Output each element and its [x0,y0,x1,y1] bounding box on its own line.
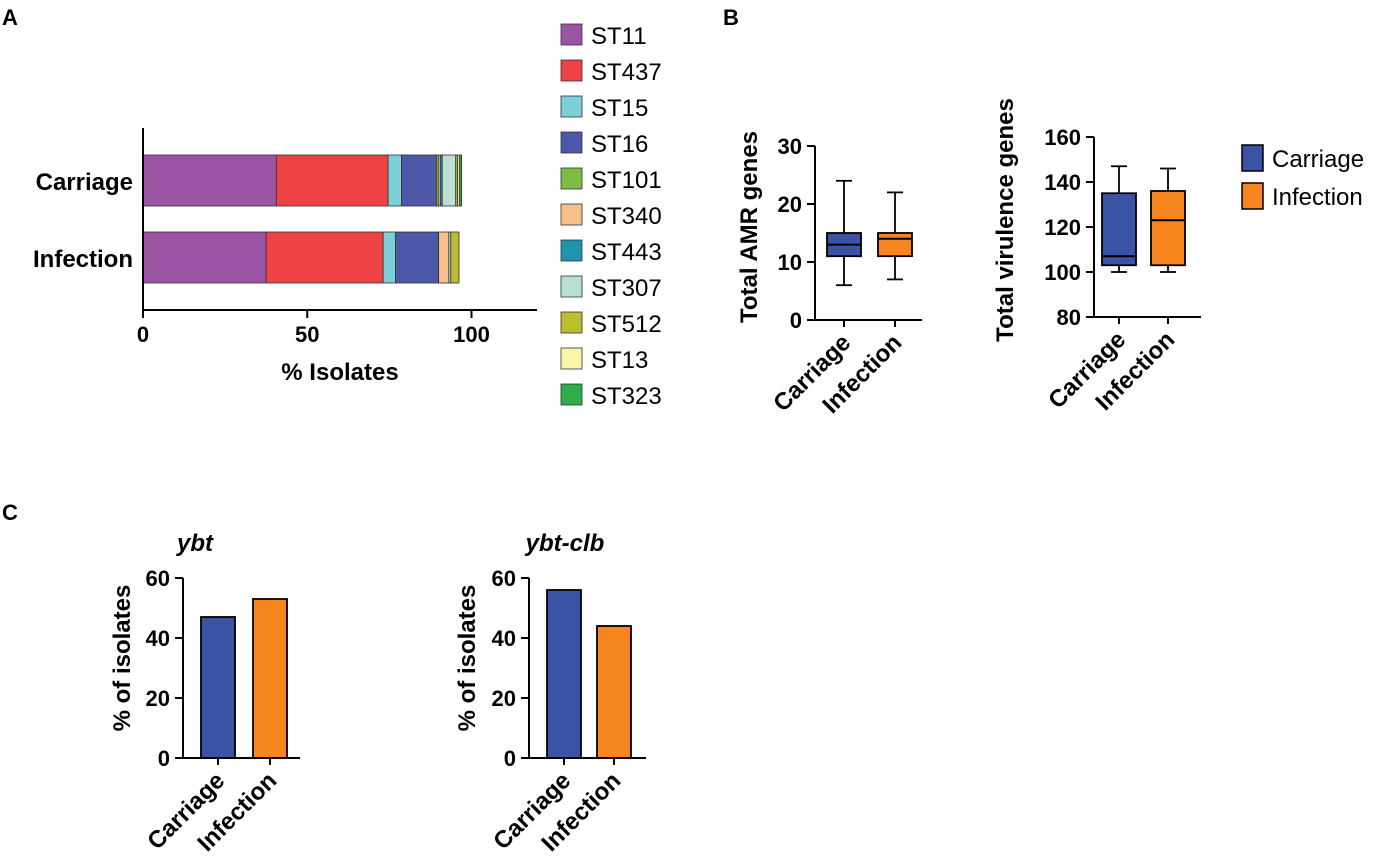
group-legend: Carriage Infection [1241,144,1364,211]
category-label-infection: Infection [33,246,133,273]
y-tick-label-60: 60 [146,566,170,591]
legend-label-st307: ST307 [591,275,662,302]
legend-label-st443: ST443 [591,239,662,266]
bar-infection [252,598,288,759]
y-tick-label-20: 20 [492,686,516,711]
bar-segment-infection-st437 [265,231,384,284]
x-tick-label-100: 100 [453,322,490,347]
y-axis-title: % of isolates [109,585,136,732]
legend-label-st13: ST13 [591,347,648,374]
legend-label-st437: ST437 [591,59,662,86]
bar-carriage [200,616,236,759]
y-tick-label-80: 80 [1057,305,1081,330]
legend-swatch-st101 [560,167,583,190]
y-tick-label-160: 160 [1044,125,1081,150]
legend-label-infection: Infection [1272,184,1363,211]
bar-segment-infection-st512 [450,231,460,284]
st-legend: ST11 ST437 ST15 ST16 ST101 ST340 ST443 ST307 ST5… [560,23,662,410]
legend-swatch-st16 [560,131,583,154]
legend-label-st16: ST16 [591,131,648,158]
legend-label-st101: ST101 [591,167,662,194]
legend-swatch-st13 [560,347,583,370]
bar-segment-infection-st15 [382,231,397,284]
virulence-boxplot: 80 100 120 140 160 Total virulence genes Car… [992,98,1364,416]
legend-label-st340: ST340 [591,203,662,230]
y-tick-label-20: 20 [778,192,802,217]
bar-segment-carriage-st16 [401,154,437,207]
chart-title: ybt [176,530,214,557]
x-tick-label-0: 0 [137,322,149,347]
box-infection [1150,190,1186,267]
y-tick-label-40: 40 [146,626,170,651]
legend-swatch-infection [1241,182,1264,210]
legend-swatch-carriage [1241,144,1264,172]
x-axis-title: % Isolates [281,359,398,386]
legend-label-st323: ST323 [591,383,662,410]
legend-swatch-st307 [560,275,583,298]
y-tick-label-0: 0 [158,746,170,771]
legend-label-st15: ST15 [591,95,648,122]
y-tick-label-40: 40 [492,626,516,651]
bar-segment-carriage-st15 [387,154,402,207]
legend-label-st512: ST512 [591,311,662,338]
legend-label-st11: ST11 [591,23,647,50]
bar-infection [596,625,632,759]
bar-segment-carriage-st307 [441,154,457,207]
category-label-carriage: Carriage [36,169,133,196]
y-tick-label-0: 0 [504,746,516,771]
y-tick-label-30: 30 [778,134,802,159]
bar-segment-infection-st11 [142,231,267,284]
chart-title: ybt-clb [525,530,605,557]
panel-label-c: C [2,500,18,525]
legend-swatch-st443 [560,239,583,262]
y-tick-label-20: 20 [146,686,170,711]
y-tick-label-0: 0 [790,308,802,333]
y-axis-title: Total AMR genes [736,131,763,323]
y-tick-label-140: 140 [1044,170,1081,195]
legend-swatch-st323 [560,383,583,406]
legend-label-carriage: Carriage [1272,146,1364,173]
bar-segment-carriage-st437 [275,154,389,207]
bar-segment-carriage-st11 [142,154,277,207]
box-carriage [1101,192,1137,267]
panel-label-b: B [723,5,739,30]
st-stacked-bar-chart: 0 50 100 Carriage Infection % Isolates ST1… [33,23,662,410]
legend-swatch-st15 [560,95,583,118]
box-infection [877,232,913,258]
y-tick-label-100: 100 [1044,260,1081,285]
bar-segment-carriage-st323 [459,154,463,207]
bar-carriage [546,589,582,759]
y-axis-title: Total virulence genes [992,98,1019,342]
legend-swatch-st340 [560,203,583,226]
y-tick-label-10: 10 [778,250,802,275]
y-tick-label-60: 60 [492,566,516,591]
bar-segment-infection-st340 [438,231,450,284]
y-axis-title: % of isolates [454,585,481,732]
bar-segment-infection-st16 [395,231,440,284]
legend-swatch-st437 [560,59,583,82]
legend-swatch-st512 [560,311,583,334]
legend-swatch-st11 [560,23,583,46]
x-tick-label-50: 50 [295,322,319,347]
y-tick-label-120: 120 [1044,215,1081,240]
panel-label-a: A [2,5,18,30]
